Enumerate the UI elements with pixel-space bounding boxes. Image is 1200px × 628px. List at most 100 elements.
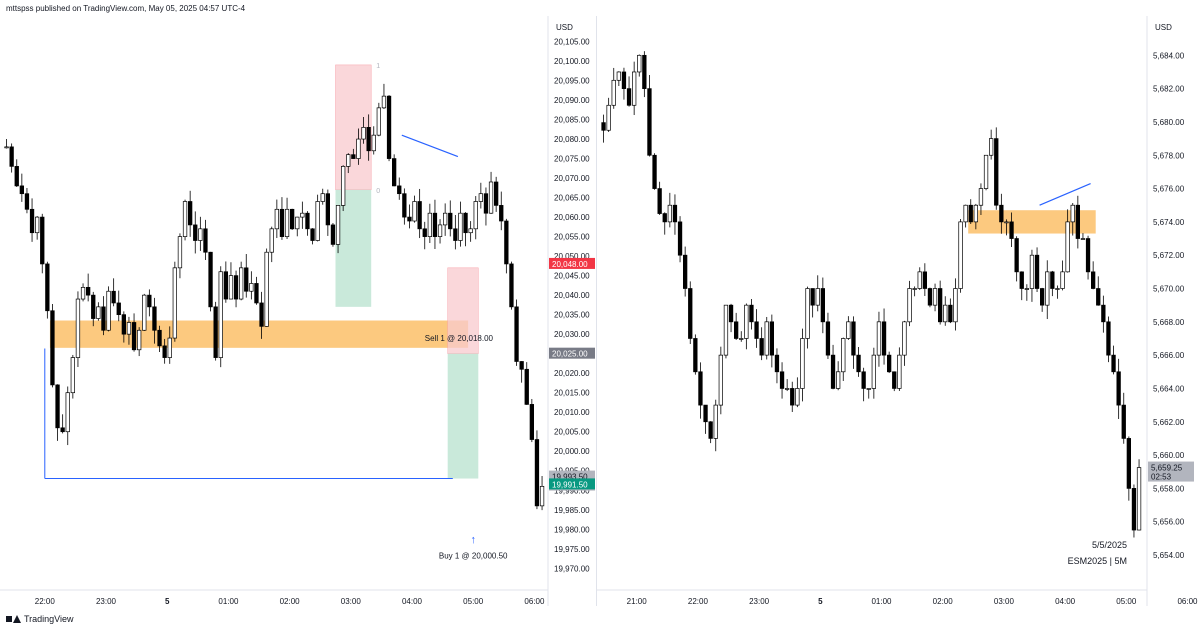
candle[interactable]	[188, 201, 193, 226]
candle[interactable]	[70, 357, 76, 394]
candle[interactable]	[473, 201, 478, 230]
candle[interactable]	[381, 95, 387, 109]
candle[interactable]	[330, 224, 336, 245]
candle[interactable]	[1080, 238, 1086, 240]
candle[interactable]	[978, 188, 984, 206]
candle[interactable]	[1091, 271, 1096, 289]
candle[interactable]	[488, 181, 494, 214]
candle[interactable]	[718, 354, 724, 406]
trend-line[interactable]	[401, 134, 459, 158]
candle[interactable]	[790, 388, 795, 406]
candle[interactable]	[290, 208, 295, 230]
chart-pane-nq[interactable]: USD 20,105.00 20,100.00 20,095.00 20,090.00 2…	[0, 16, 596, 606]
candle[interactable]	[1126, 438, 1131, 489]
candle[interactable]	[371, 134, 376, 152]
candle[interactable]	[386, 95, 392, 159]
candle[interactable]	[856, 354, 861, 373]
candle[interactable]	[754, 321, 759, 339]
candle[interactable]	[744, 304, 749, 339]
target-zone[interactable]	[447, 353, 479, 479]
candle[interactable]	[621, 71, 627, 89]
candle[interactable]	[45, 263, 50, 312]
candle[interactable]	[1070, 204, 1075, 223]
candle[interactable]	[1085, 238, 1091, 273]
candle[interactable]	[805, 288, 810, 339]
candle[interactable]	[137, 329, 142, 351]
candle[interactable]	[1106, 321, 1111, 356]
candle[interactable]	[1065, 221, 1070, 273]
candle[interactable]	[631, 71, 637, 106]
candle[interactable]	[897, 354, 902, 389]
candle[interactable]	[749, 304, 754, 323]
candle[interactable]	[764, 321, 769, 356]
candle[interactable]	[927, 288, 933, 306]
candle[interactable]	[295, 216, 300, 230]
candle[interactable]	[1034, 254, 1040, 289]
candle[interactable]	[836, 371, 841, 389]
candle[interactable]	[779, 371, 785, 389]
pane-divider[interactable]	[596, 16, 597, 606]
candle[interactable]	[443, 212, 448, 226]
candle[interactable]	[239, 267, 244, 300]
candle[interactable]	[233, 275, 239, 300]
candle[interactable]	[437, 224, 443, 237]
candle[interactable]	[29, 208, 35, 234]
candle[interactable]	[60, 427, 65, 433]
candle[interactable]	[1075, 204, 1080, 239]
candle[interactable]	[1060, 271, 1065, 289]
candle[interactable]	[1055, 288, 1060, 290]
candle[interactable]	[218, 271, 223, 358]
candle[interactable]	[249, 283, 254, 292]
candle[interactable]	[759, 338, 764, 356]
chart-svg[interactable]: USD 5,684.00 5,682.00 5,680.00 5,678.00 5,676…	[597, 16, 1200, 606]
candle[interactable]	[392, 158, 397, 187]
candle[interactable]	[973, 204, 978, 223]
candle[interactable]	[448, 212, 453, 230]
candle[interactable]	[1045, 271, 1050, 306]
candle[interactable]	[1019, 271, 1024, 289]
candle[interactable]	[483, 193, 489, 214]
candle[interactable]	[1014, 238, 1019, 273]
candle[interactable]	[637, 54, 642, 73]
candle[interactable]	[703, 404, 708, 423]
candle[interactable]	[846, 321, 851, 339]
candle[interactable]	[514, 306, 519, 362]
candle[interactable]	[152, 306, 157, 331]
candle[interactable]	[142, 294, 147, 331]
candle[interactable]	[1121, 404, 1126, 439]
candle[interactable]	[177, 236, 183, 269]
candle[interactable]	[264, 251, 269, 327]
candle[interactable]	[652, 154, 657, 189]
candle[interactable]	[657, 188, 662, 214]
candle[interactable]	[310, 228, 315, 241]
candle[interactable]	[279, 208, 285, 237]
candle[interactable]	[463, 212, 468, 234]
chart-pane-es[interactable]: USD 5,684.00 5,682.00 5,680.00 5,678.00 5,676…	[597, 16, 1200, 606]
candle[interactable]	[734, 321, 739, 339]
candle[interactable]	[688, 288, 693, 339]
candle[interactable]	[182, 201, 188, 237]
candle[interactable]	[662, 213, 667, 223]
candle[interactable]	[539, 485, 545, 507]
candle[interactable]	[534, 439, 540, 507]
candle[interactable]	[983, 154, 989, 189]
candle[interactable]	[75, 298, 81, 358]
candle[interactable]	[1009, 221, 1014, 239]
candle[interactable]	[810, 288, 815, 306]
candle[interactable]	[366, 127, 371, 152]
candle[interactable]	[917, 271, 922, 289]
candle[interactable]	[611, 79, 616, 106]
candle[interactable]	[346, 154, 351, 167]
candle[interactable]	[228, 275, 234, 300]
candle[interactable]	[162, 345, 167, 358]
candle[interactable]	[453, 228, 458, 241]
candle[interactable]	[126, 322, 132, 335]
candle[interactable]	[19, 185, 24, 195]
candle[interactable]	[91, 294, 96, 319]
candle[interactable]	[157, 329, 162, 347]
candle[interactable]	[504, 220, 509, 265]
candle[interactable]	[244, 267, 249, 292]
candle[interactable]	[254, 283, 259, 304]
candle[interactable]	[111, 290, 116, 304]
candle[interactable]	[300, 212, 305, 218]
